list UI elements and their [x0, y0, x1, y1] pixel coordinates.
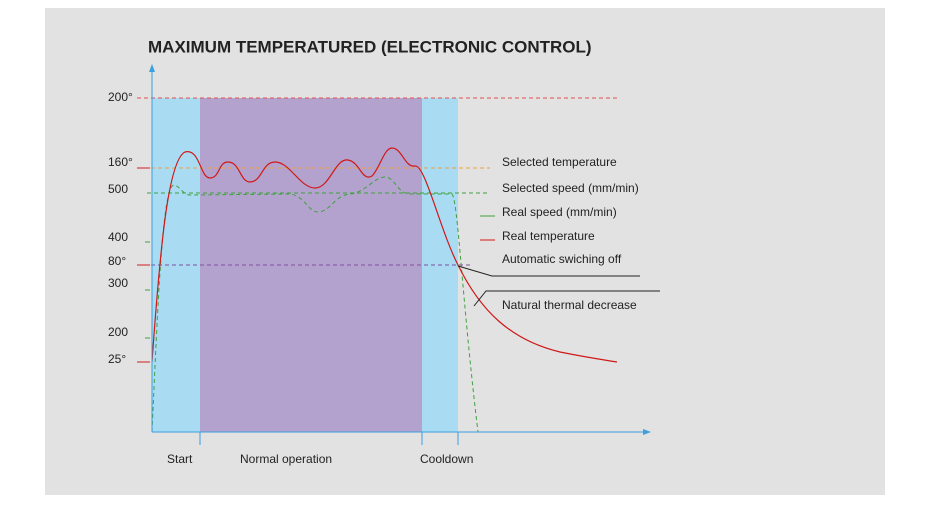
legend-text: Selected temperature — [502, 155, 617, 169]
real-temp-curve — [151, 147, 618, 363]
axis-label: 200 — [108, 325, 128, 339]
title: MAXIMUM TEMPERATURED (ELECTRONIC CONTROL… — [148, 37, 592, 56]
phase-label: Normal operation — [240, 452, 332, 466]
axis-label: 80° — [108, 254, 126, 268]
y-arrow — [149, 64, 155, 72]
phase-ticks — [199, 432, 459, 445]
normal-zone — [200, 98, 422, 432]
axis-label: 160° — [108, 155, 133, 169]
phase-label: Cooldown — [420, 452, 473, 466]
legend-text: Real speed (mm/min) — [502, 205, 617, 219]
temp-ticks — [137, 167, 150, 363]
leader-line — [473, 290, 660, 307]
axis-label: 200° — [108, 90, 133, 104]
leader-line — [457, 265, 640, 277]
x-arrow — [643, 429, 651, 435]
axis-label: 400 — [108, 230, 128, 244]
axis-label: 500 — [108, 182, 128, 196]
legend-text: Natural thermal decrease — [502, 298, 637, 312]
legend-text: Automatic swiching off — [502, 252, 622, 266]
phase-label: Start — [167, 452, 193, 466]
axis-label: 300 — [108, 276, 128, 290]
legend-text: Real temperature — [502, 229, 595, 243]
legend-text: Selected speed (mm/min) — [502, 181, 639, 195]
speed-ticks — [145, 241, 150, 339]
axis-label: 25° — [108, 352, 126, 366]
